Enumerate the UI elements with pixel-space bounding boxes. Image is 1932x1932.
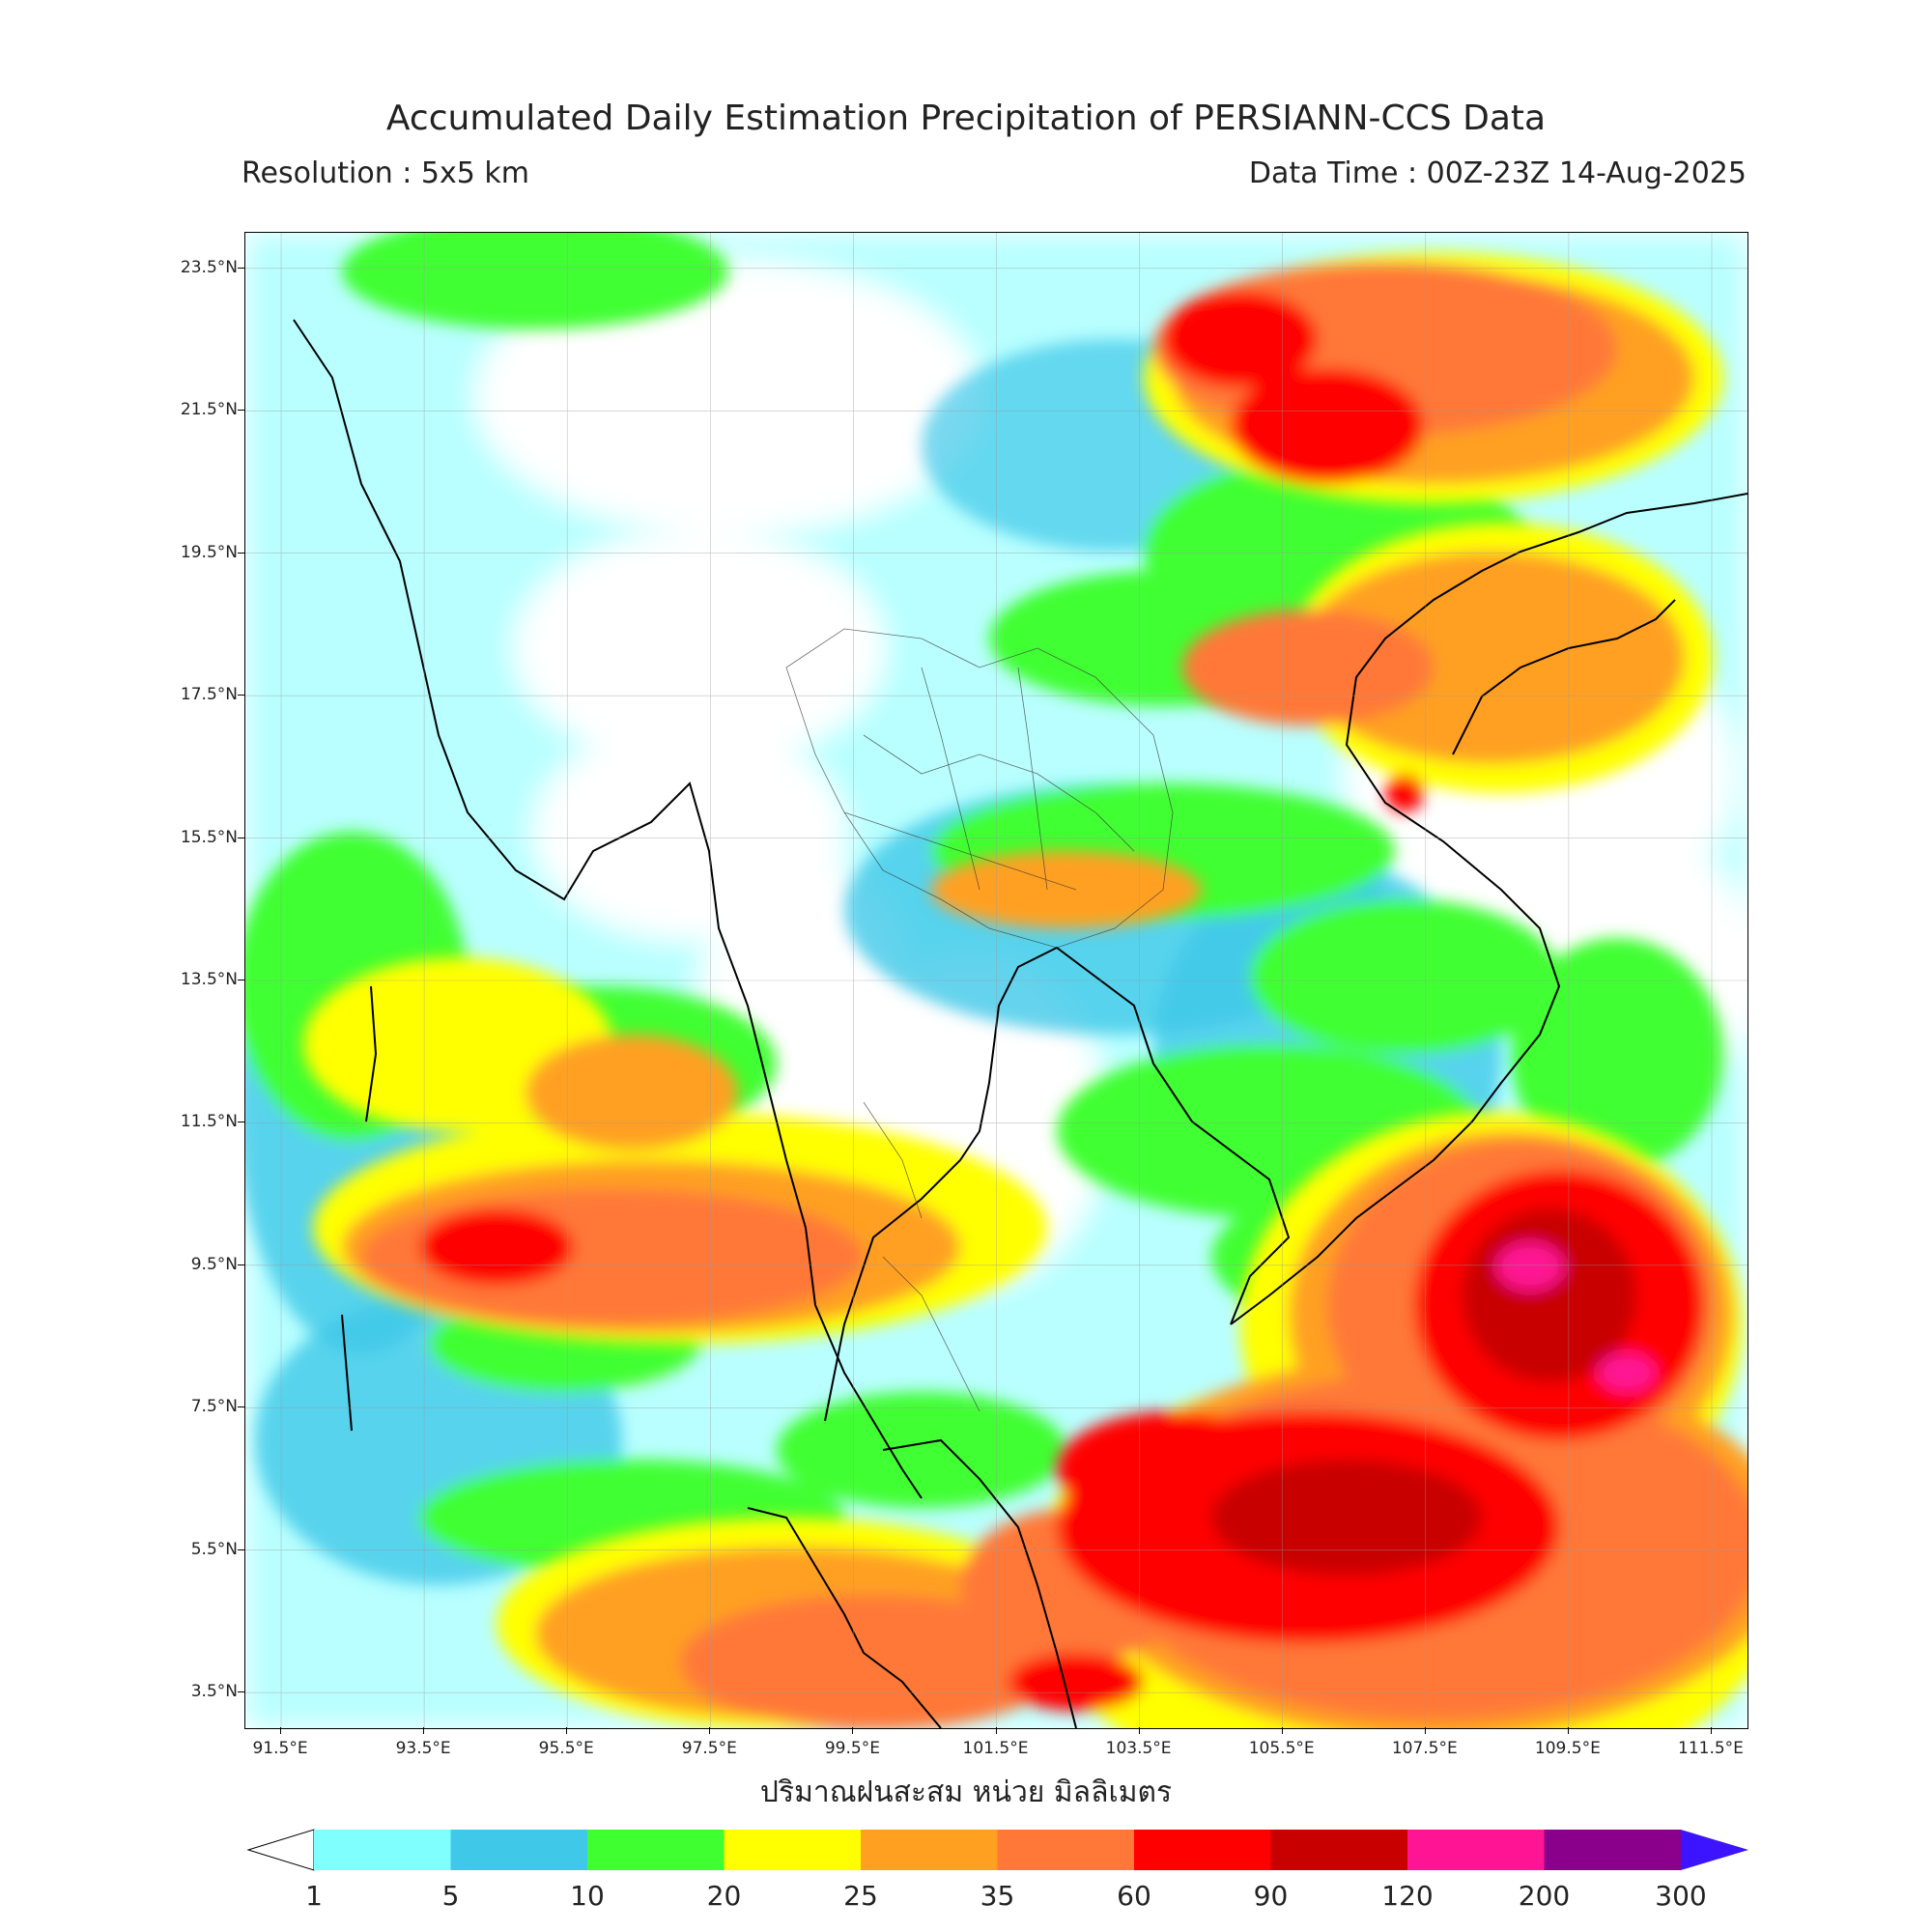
lat-tick-mark [238,1548,244,1550]
colorbar-label: 120 [1381,1880,1434,1912]
colorbar-label: 5 [441,1880,460,1912]
lat-tick-mark [238,410,244,412]
colorbar-label: 90 [1253,1880,1289,1912]
precipitation-map [244,232,1748,1729]
lat-tick-mark [238,552,244,554]
lat-tick-label: 17.5°N [180,685,238,705]
lon-tick-label: 101.5°E [962,1739,1029,1758]
lat-tick-label: 5.5°N [190,1539,238,1559]
colorbar-label: 60 [1117,1880,1151,1912]
colorbar-segment [1270,1830,1407,1870]
lat-tick-label: 3.5°N [190,1682,238,1702]
lat-tick-mark [238,695,244,696]
colorbar-segment [314,1830,451,1870]
colorbar-segment [1544,1830,1681,1870]
lon-tick-label: 95.5°E [538,1739,594,1758]
admin-boundaries [785,628,1174,1412]
lon-tick-mark [709,1727,711,1734]
colorbar-segment [861,1830,998,1870]
lon-tick-label: 93.5°E [395,1739,451,1758]
colorbar-segment [587,1830,724,1870]
colorbar-label: 300 [1655,1880,1707,1912]
colorbar-label: 20 [706,1880,742,1912]
lat-tick-label: 23.5°N [180,257,238,277]
colorbar-label: 25 [843,1880,878,1912]
lon-tick-mark [1424,1727,1426,1734]
lat-tick-label: 7.5°N [190,1397,238,1417]
lon-tick-label: 99.5°E [824,1739,880,1758]
precip-heavy-layer [303,252,1747,1728]
map-title: Accumulated Daily Estimation Precipitati… [385,99,1547,138]
lat-tick-label: 11.5°N [180,1112,238,1132]
colorbar-segment [1407,1830,1545,1870]
colorbar-label: 35 [980,1880,1015,1912]
colorbar-label: 200 [1518,1880,1571,1912]
lon-tick-mark [566,1727,568,1734]
lat-tick-label: 21.5°N [180,400,238,420]
lat-tick-mark [238,1406,244,1408]
lon-tick-mark [1710,1727,1712,1734]
lon-tick-label: 97.5°E [681,1739,737,1758]
lon-tick-mark [1138,1727,1140,1734]
colorbar-segment [450,1830,587,1870]
gridlines [245,233,1747,1728]
colorbar-extend-low [246,1829,315,1871]
lon-tick-mark [852,1727,854,1734]
colorbar-label: 1 [305,1880,323,1912]
lon-tick-label: 109.5°E [1534,1739,1601,1758]
lon-tick-mark [1281,1727,1283,1734]
coastlines [293,319,1747,1728]
lon-tick-label: 103.5°E [1105,1739,1172,1758]
colorbar-label: 10 [570,1880,605,1912]
colorbar-segment [997,1830,1134,1870]
colorbar-segment [1134,1830,1271,1870]
lat-tick-label: 9.5°N [190,1254,238,1274]
lon-tick-mark [423,1727,425,1734]
lat-tick-mark [238,267,244,269]
colorbar [246,1829,1748,1871]
lon-tick-label: 111.5°E [1678,1739,1744,1758]
lon-tick-label: 105.5°E [1248,1739,1315,1758]
lon-tick-label: 107.5°E [1391,1739,1458,1758]
lat-tick-label: 15.5°N [180,827,238,847]
resolution-label: Resolution : 5x5 km [242,156,529,190]
lat-tick-mark [238,1691,244,1693]
colorbar-segment [724,1830,861,1870]
lon-tick-label: 91.5°E [252,1739,308,1758]
lat-tick-label: 19.5°N [180,542,238,562]
lon-tick-mark [280,1727,282,1734]
precipitation-map-svg [245,233,1747,1728]
lon-tick-mark [1567,1727,1569,1734]
data-time-label: Data Time : 00Z-23Z 14-Aug-2025 [1248,156,1747,190]
lon-tick-mark [995,1727,997,1734]
lat-tick-mark [238,1264,244,1265]
lat-tick-label: 13.5°N [180,970,238,989]
unit-label: ปริมาณฝนสะสม หน่วย มิลลิเมตร [759,1776,1173,1809]
colorbar-extend-high [1681,1830,1748,1870]
